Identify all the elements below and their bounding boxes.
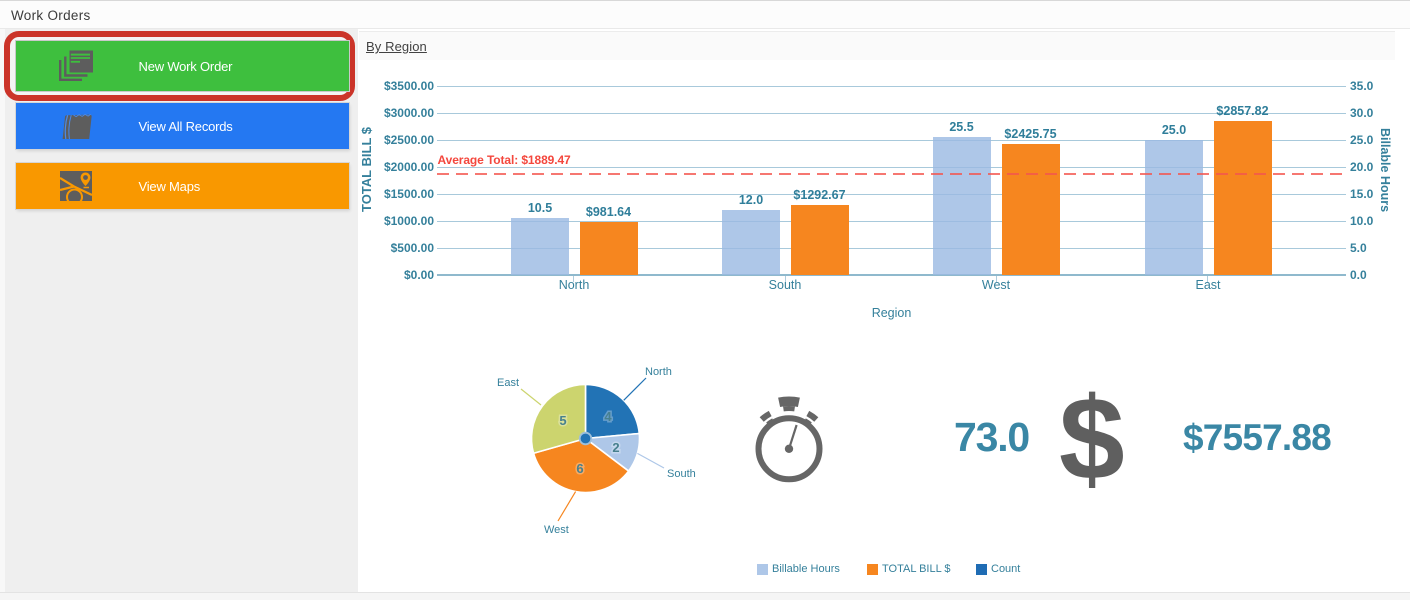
svg-text:6: 6 <box>576 461 583 476</box>
svg-text:East: East <box>497 377 519 389</box>
svg-text:North: North <box>645 366 672 378</box>
svg-text:5: 5 <box>559 413 566 428</box>
svg-text:6: 6 <box>576 461 583 476</box>
svg-text:4: 4 <box>604 409 612 424</box>
svg-text:South: South <box>667 468 696 480</box>
svg-text:4: 4 <box>604 409 612 424</box>
svg-text:2: 2 <box>612 440 619 455</box>
svg-text:2: 2 <box>612 440 619 455</box>
svg-text:West: West <box>544 524 569 536</box>
svg-text:5: 5 <box>559 413 566 428</box>
